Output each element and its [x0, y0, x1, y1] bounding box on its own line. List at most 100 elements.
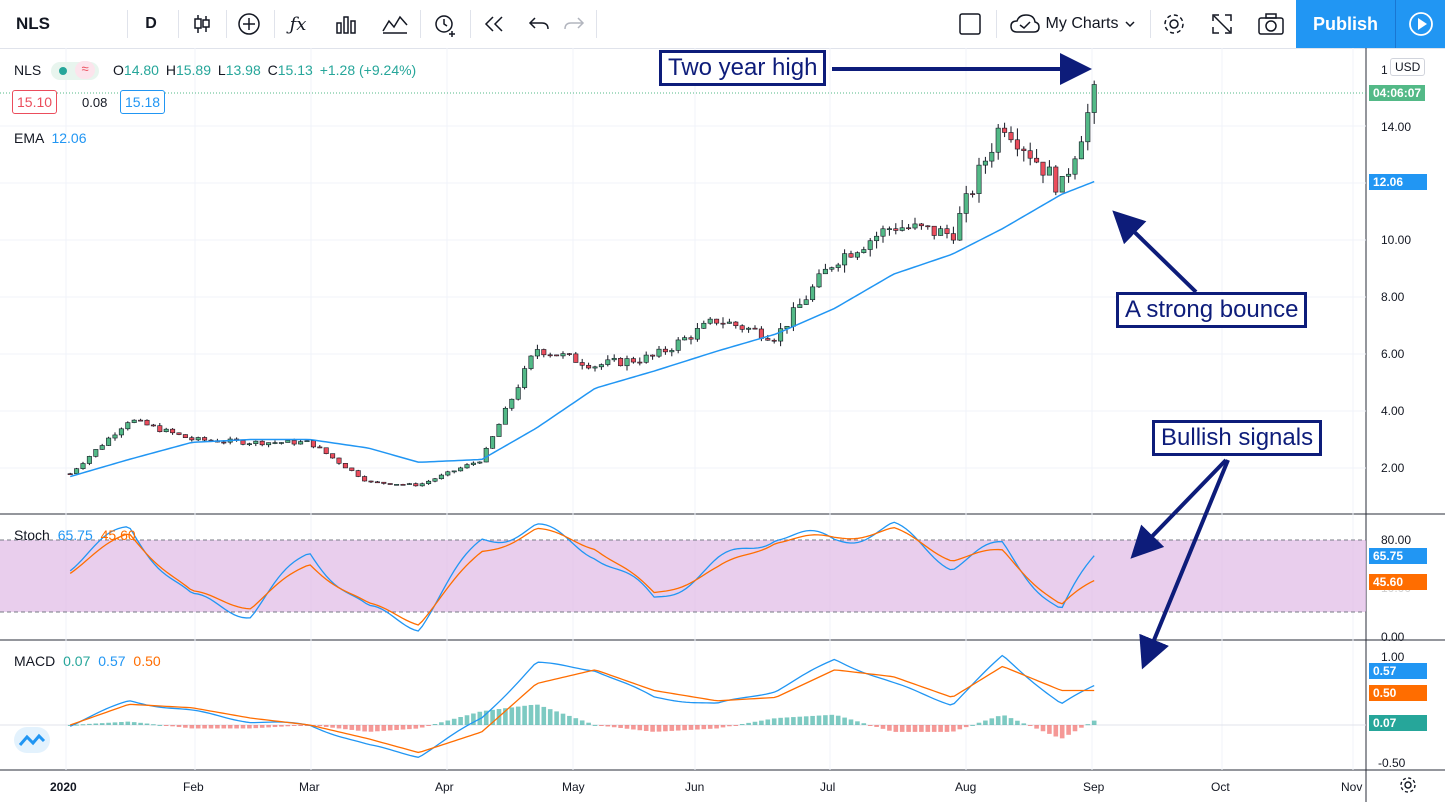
macd-hist-bar [93, 723, 99, 725]
candle [438, 474, 444, 480]
replay-icon[interactable] [472, 0, 516, 48]
macd-hist-bar [67, 725, 73, 726]
candle [1072, 158, 1078, 175]
macd-hist-bar [432, 724, 438, 726]
macd-hist-bar [259, 725, 265, 728]
time-tick: Jul [820, 780, 836, 794]
candle [893, 228, 899, 231]
macd-hist-bar [202, 725, 207, 729]
candle [694, 328, 700, 340]
macd-hist-bar [490, 709, 495, 725]
macd-hist-bar [106, 722, 111, 725]
currency-button[interactable]: USD [1390, 58, 1426, 76]
candle [1085, 112, 1091, 143]
macd-hist-bar [547, 709, 553, 725]
macd-hist-bar [368, 725, 374, 732]
macd-hist-bar [125, 721, 131, 725]
undo-icon[interactable] [518, 0, 560, 48]
sell-price-button[interactable]: 15.10 [12, 90, 58, 114]
square-icon[interactable] [946, 0, 994, 48]
candle [1078, 141, 1084, 160]
candle [605, 359, 611, 365]
candle [278, 442, 284, 444]
candle [387, 483, 393, 485]
candle [406, 483, 412, 485]
macd-hist-bar [637, 725, 643, 731]
stoch-legend[interactable]: Stoch 65.75 45.60 [14, 527, 136, 543]
macd-legend[interactable]: MACD 0.07 0.57 0.50 [14, 653, 161, 669]
candle [886, 228, 892, 231]
candle [394, 484, 400, 486]
candle [1008, 132, 1014, 141]
compare-icon[interactable] [372, 0, 418, 48]
candle [707, 318, 713, 324]
macd-signal-line [69, 665, 1095, 754]
time-tick: Aug [955, 780, 977, 794]
ema-legend[interactable]: EMA 12.06 [14, 130, 87, 146]
price-tick: 2.00 [1381, 461, 1405, 475]
macd-hist-bar [298, 725, 303, 726]
candle [733, 321, 739, 327]
symbol-search-button[interactable]: NLS [0, 0, 66, 48]
candle [317, 446, 323, 449]
candle [1091, 84, 1097, 113]
candle [867, 240, 873, 250]
macd-hist-bar [375, 725, 380, 732]
macd-hist-bar [1027, 725, 1033, 726]
macd-hist-bar [1072, 725, 1078, 732]
price-tick: 4.00 [1381, 404, 1405, 418]
candle [547, 354, 553, 357]
alert-icon[interactable] [422, 0, 468, 48]
interval-button[interactable]: D [128, 0, 174, 48]
macd-hist-bar [573, 718, 579, 725]
fx-icon[interactable]: ƒx [289, 13, 307, 35]
add-icon[interactable] [228, 0, 270, 48]
macd-hist-bar [842, 717, 847, 725]
macd-hist-bar [765, 719, 771, 725]
publish-button[interactable]: Publish [1296, 0, 1395, 48]
stoch-k-value: 65.75 [57, 527, 93, 543]
my-charts-button[interactable]: My Charts [998, 0, 1148, 48]
fullscreen-icon[interactable] [1200, 0, 1244, 48]
buy-price-button[interactable]: 15.18 [120, 90, 166, 114]
candle [304, 440, 310, 443]
candle [714, 318, 720, 324]
candle [861, 249, 867, 253]
countdown-label: 04:06:07 [1369, 85, 1426, 101]
candle [458, 467, 464, 472]
legend-eye-toggle[interactable]: ≈ [51, 61, 100, 81]
time-tick: Oct [1211, 780, 1230, 794]
annotation-bullish-signals[interactable]: Bullish signals [1152, 420, 1323, 456]
camera-icon[interactable] [1248, 0, 1294, 48]
macd-hist-bar [675, 725, 681, 731]
macd-hist-bar [720, 725, 726, 728]
candle [995, 127, 1001, 153]
candles-icon[interactable] [180, 0, 224, 48]
chevron-down-icon [1125, 21, 1135, 28]
redo-icon[interactable] [554, 0, 594, 48]
macd-hist-bar [925, 725, 931, 732]
macd-hist-bar [362, 725, 367, 732]
chart-canvas[interactable] [0, 48, 1445, 802]
macd-hist-bar [1021, 723, 1027, 725]
macd-hist-bar [247, 725, 252, 729]
macd-hist-bar [157, 724, 163, 726]
candle [381, 481, 387, 484]
macd-hist-bar [515, 706, 521, 725]
candle [579, 362, 585, 366]
candle [74, 468, 80, 475]
candle [163, 428, 169, 433]
annotation-strong-bounce[interactable]: A strong bounce [1116, 292, 1308, 328]
macd-hist-bar [1015, 720, 1020, 725]
candle [202, 437, 208, 441]
bar-chart-icon[interactable] [324, 0, 368, 48]
axis-settings-icon[interactable] [1398, 775, 1418, 800]
candle [509, 398, 515, 409]
candle [982, 160, 988, 166]
candle [349, 467, 355, 471]
ohlc-close: C15.13 [267, 62, 313, 78]
gear-icon[interactable] [1152, 0, 1196, 48]
tradingview-logo-icon[interactable] [14, 727, 50, 753]
annotation-two-year-high[interactable]: Two year high [659, 50, 827, 86]
play-icon[interactable] [1395, 0, 1445, 48]
